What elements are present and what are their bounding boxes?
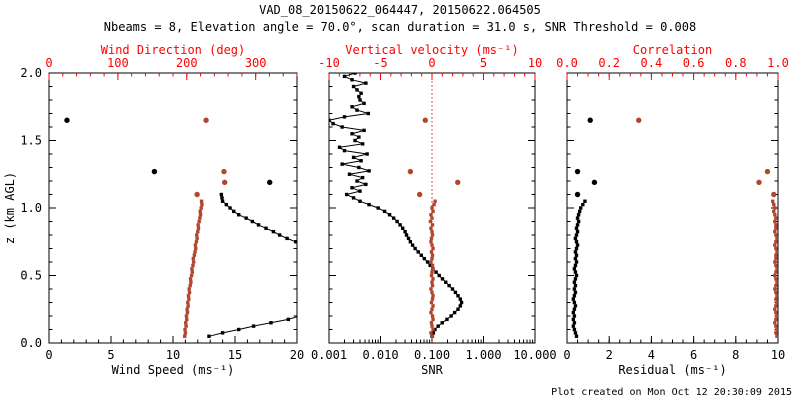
snr-velocity-panel-top-axis-title: Vertical velocity (ms⁻¹) — [345, 43, 518, 57]
plot-subtitle: Nbeams = 8, Elevation angle = 70.0°, sca… — [103, 20, 697, 34]
wind-panel: 0 5 10 15 20 Wind Speed (ms⁻¹) 0 100 200 300Wind … — [20, 43, 304, 377]
wind-panel-top-axis-title: Wind Direction (deg) — [101, 43, 246, 57]
snr-velocity-panel-xtick-label: 0.010 — [362, 348, 398, 362]
wind-speed-upper-points — [64, 117, 273, 186]
wind-direction-profile — [183, 199, 204, 338]
ytick-label: 1.5 — [20, 134, 42, 148]
wind-panel-xtick-label: 0 — [45, 348, 52, 362]
residual-correlation-panel-top-tick-label: 0.2 — [598, 56, 620, 70]
correlation-profile — [771, 199, 778, 338]
wind-panel-xtick-label: 10 — [166, 348, 180, 362]
snr-velocity-panel-top-tick-label: 5 — [480, 56, 487, 70]
wind-panel-frame — [48, 72, 298, 344]
residual-correlation-panel-top-tick-label: 0.8 — [725, 56, 747, 70]
residual-correlation-panel-xtick-label: 2 — [606, 348, 613, 362]
residual-correlation-panel-top-tick-label: 0.0 — [556, 56, 578, 70]
residual-correlation-panel-xtick-label: 0 — [563, 348, 570, 362]
residual-correlation-panel-xtick-label: 10 — [771, 348, 785, 362]
residual-correlation-panel-top-tick-label: 0.4 — [641, 56, 663, 70]
vertical-velocity-upper-points — [407, 117, 461, 198]
ytick-label: 2.0 — [20, 66, 42, 80]
wind-panel-top-tick-label: 100 — [107, 56, 129, 70]
vertical-velocity-profile — [428, 199, 437, 338]
snr-velocity-panel-xtick-label: 1.000 — [465, 348, 501, 362]
snr-profile — [329, 73, 464, 338]
residual-correlation-panel: 0 2 4 6 8 10 Residual (ms⁻¹) 0.0 0.2 0.4 0.6 0.8 1.0… — [556, 43, 789, 377]
residual-correlation-panel-frame — [566, 72, 779, 344]
snr-velocity-panel-xtick-label: 10.000 — [513, 348, 556, 362]
wind-panel-xtick-label: 20 — [290, 348, 304, 362]
wind-speed-profile — [207, 192, 297, 338]
residual-profile — [571, 199, 587, 338]
wind-panel-xtick-label: 5 — [107, 348, 114, 362]
snr-velocity-panel-top-tick-label: 0 — [428, 56, 435, 70]
residual-correlation-panel-top-axis-title: Correlation — [633, 43, 712, 57]
residual-upper-points — [574, 117, 598, 198]
snr-velocity-panel-top-tick-label: -10 — [318, 56, 340, 70]
snr-velocity-panel: 0.001 0.010 0.100 1.000 10.000 SNR -10 -5 0 5 10 Ve… — [311, 43, 557, 377]
snr-velocity-panel-xtick-label: 0.100 — [414, 348, 450, 362]
plot-created-timestamp: Plot created on Mon Oct 12 20:30:09 2015 — [551, 387, 792, 398]
wind-panel-xtick-label: 15 — [228, 348, 242, 362]
wind-direction-upper-points — [194, 117, 228, 198]
snr-velocity-panel-xaxis-title: SNR — [421, 363, 443, 377]
residual-correlation-panel-top-tick-label: 0.6 — [683, 56, 705, 70]
residual-correlation-panel-xtick-label: 6 — [690, 348, 697, 362]
wind-panel-top-tick-label: 0 — [45, 56, 52, 70]
residual-correlation-panel-xtick-label: 8 — [732, 348, 739, 362]
residual-correlation-panel-xtick-label: 4 — [648, 348, 655, 362]
snr-velocity-panel-top-tick-label: 10 — [528, 56, 542, 70]
yaxis-title: z (km AGL) — [3, 172, 17, 244]
wind-panel-xaxis-title: Wind Speed (ms⁻¹) — [112, 363, 235, 377]
plot-title: VAD_08_20150622_064447, 20150622.064505 — [259, 3, 541, 17]
ytick-label: 1.0 — [20, 201, 42, 215]
correlation-upper-points — [636, 117, 777, 198]
snr-velocity-panel-xtick-label: 0.001 — [311, 348, 347, 362]
ytick-label: 0.5 — [20, 269, 42, 283]
wind-panel-top-tick-label: 200 — [176, 56, 198, 70]
residual-correlation-panel-top-tick-label: 1.0 — [767, 56, 789, 70]
snr-velocity-panel-top-tick-label: -5 — [373, 56, 387, 70]
ytick-label: 0.0 — [20, 336, 42, 350]
wind-panel-top-tick-label: 300 — [245, 56, 267, 70]
residual-correlation-panel-xaxis-title: Residual (ms⁻¹) — [618, 363, 726, 377]
